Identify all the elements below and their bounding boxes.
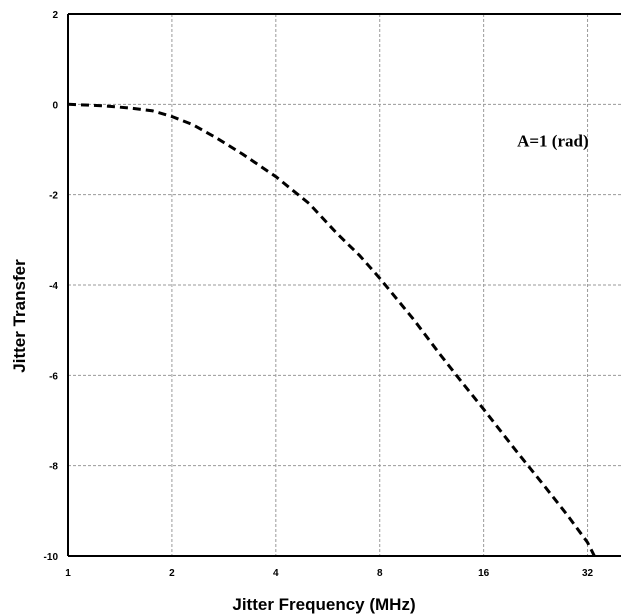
x-tick-label: 1 [65, 568, 71, 579]
tick-labels: 1 2 4 8 16 32 2 0 -2 -4 -6 -8 -10 [44, 10, 594, 579]
annotation-label: A=1 (rad) [517, 131, 589, 150]
x-tick-label: 32 [582, 568, 594, 579]
y-tick-label: -6 [49, 371, 58, 382]
x-tick-label: 2 [169, 568, 175, 579]
x-tick-label: 4 [273, 568, 279, 579]
series-group [67, 102, 596, 557]
x-tick-label: 8 [377, 568, 383, 579]
x-axis-title: Jitter Frequency (MHz) [232, 595, 415, 614]
y-tick-label: -8 [49, 462, 58, 473]
y-tick-label: 0 [52, 100, 58, 111]
series-line [67, 102, 596, 557]
y-tick-label: -4 [49, 281, 58, 292]
y-tick-label: -2 [49, 191, 58, 202]
grid [68, 14, 621, 556]
x-tick-label: 16 [478, 568, 490, 579]
y-tick-label: 2 [52, 10, 58, 21]
y-tick-label: -10 [44, 552, 59, 563]
y-axis-title: Jitter Transfer [10, 259, 29, 373]
